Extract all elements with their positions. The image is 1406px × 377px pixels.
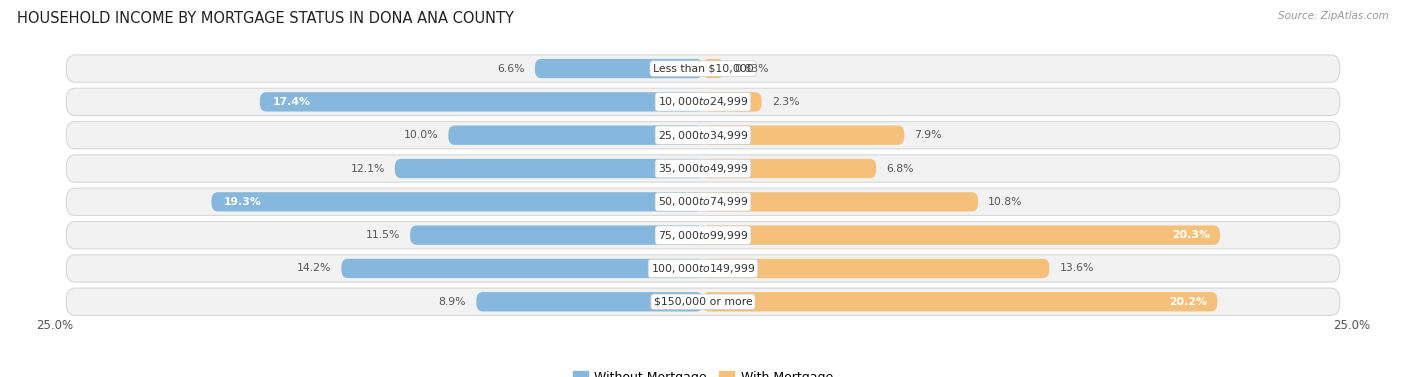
Text: 12.1%: 12.1% [350,164,385,173]
Text: $10,000 to $24,999: $10,000 to $24,999 [658,95,748,108]
Text: 19.3%: 19.3% [224,197,262,207]
Text: 8.9%: 8.9% [439,297,467,307]
FancyBboxPatch shape [66,288,1340,316]
FancyBboxPatch shape [477,292,703,311]
FancyBboxPatch shape [66,121,1340,149]
FancyBboxPatch shape [534,59,703,78]
FancyBboxPatch shape [260,92,703,112]
Text: 25.0%: 25.0% [1333,319,1371,332]
FancyBboxPatch shape [703,59,724,78]
Text: $100,000 to $149,999: $100,000 to $149,999 [651,262,755,275]
FancyBboxPatch shape [703,92,762,112]
Text: 17.4%: 17.4% [273,97,311,107]
Text: 13.6%: 13.6% [1060,264,1094,273]
FancyBboxPatch shape [211,192,703,211]
FancyBboxPatch shape [703,192,979,211]
FancyBboxPatch shape [411,225,703,245]
Text: $75,000 to $99,999: $75,000 to $99,999 [658,228,748,242]
Text: $50,000 to $74,999: $50,000 to $74,999 [658,195,748,208]
FancyBboxPatch shape [703,126,904,145]
FancyBboxPatch shape [66,55,1340,82]
FancyBboxPatch shape [703,159,876,178]
FancyBboxPatch shape [66,221,1340,249]
Text: Source: ZipAtlas.com: Source: ZipAtlas.com [1278,11,1389,21]
Text: 6.6%: 6.6% [498,64,524,74]
FancyBboxPatch shape [703,292,1218,311]
Text: 6.8%: 6.8% [886,164,914,173]
FancyBboxPatch shape [66,88,1340,115]
Text: $150,000 or more: $150,000 or more [654,297,752,307]
Text: HOUSEHOLD INCOME BY MORTGAGE STATUS IN DONA ANA COUNTY: HOUSEHOLD INCOME BY MORTGAGE STATUS IN D… [17,11,513,26]
Text: 0.83%: 0.83% [734,64,769,74]
Legend: Without Mortgage, With Mortgage: Without Mortgage, With Mortgage [568,366,838,377]
FancyBboxPatch shape [703,259,1049,278]
FancyBboxPatch shape [66,188,1340,216]
FancyBboxPatch shape [703,225,1220,245]
Text: Less than $10,000: Less than $10,000 [652,64,754,74]
Text: 25.0%: 25.0% [35,319,73,332]
Text: $25,000 to $34,999: $25,000 to $34,999 [658,129,748,142]
Text: 2.3%: 2.3% [772,97,799,107]
Text: 10.0%: 10.0% [404,130,439,140]
Text: 14.2%: 14.2% [297,264,332,273]
FancyBboxPatch shape [395,159,703,178]
Text: 10.8%: 10.8% [988,197,1022,207]
Text: 7.9%: 7.9% [914,130,942,140]
Text: 11.5%: 11.5% [366,230,399,240]
FancyBboxPatch shape [66,155,1340,182]
FancyBboxPatch shape [449,126,703,145]
Text: 20.2%: 20.2% [1170,297,1208,307]
FancyBboxPatch shape [66,255,1340,282]
Text: 20.3%: 20.3% [1171,230,1209,240]
FancyBboxPatch shape [342,259,703,278]
Text: $35,000 to $49,999: $35,000 to $49,999 [658,162,748,175]
